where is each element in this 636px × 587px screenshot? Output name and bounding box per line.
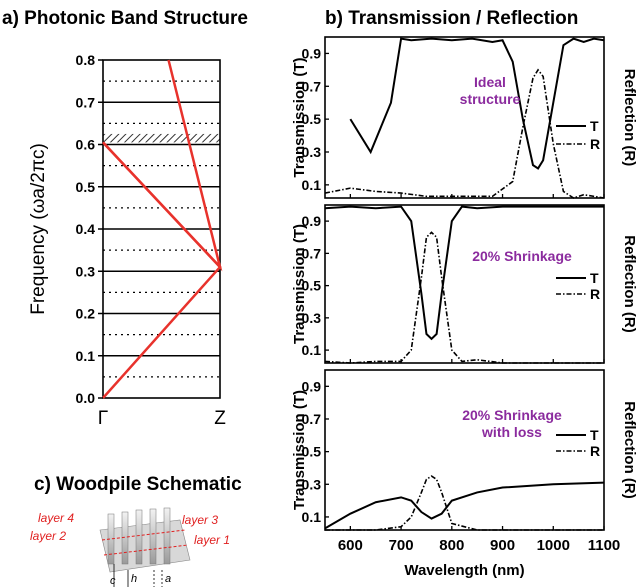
reflection-line bbox=[325, 475, 604, 531]
y-tick-label: 0.7 bbox=[302, 411, 322, 427]
reflection-axis-label: Reflection (R) bbox=[621, 401, 636, 499]
x-tick-label: 800 bbox=[439, 537, 464, 554]
x-tick-label: 900 bbox=[490, 537, 515, 554]
y-tick-label: 0.5 bbox=[302, 111, 322, 127]
panel-b-title: b) Transmission / Reflection bbox=[325, 8, 579, 29]
x-tick-label: 600 bbox=[338, 537, 363, 554]
legend-r-label: R bbox=[590, 136, 600, 152]
legend-r-label: R bbox=[590, 286, 600, 302]
x-tick-label: 1000 bbox=[537, 537, 570, 554]
x-tick-gamma: Γ bbox=[98, 408, 108, 429]
y-tick-label: 0.1 bbox=[302, 342, 322, 358]
x-tick-label: 1100 bbox=[588, 537, 621, 554]
band-line bbox=[102, 59, 223, 272]
panel-a-title: a) Photonic Band Structure bbox=[2, 8, 248, 29]
y-tick-label: 0.8 bbox=[76, 52, 96, 68]
transmission-panel-frame bbox=[324, 369, 605, 531]
legend-r-label: R bbox=[590, 443, 600, 459]
band-y-axis-label: Frequency (ωa/2πc) bbox=[28, 143, 49, 315]
reflection-axis-label: Reflection (R) bbox=[621, 69, 636, 167]
transmission-axis-label: Transmission (T) bbox=[291, 390, 308, 510]
layer-4-label: layer 4 bbox=[38, 511, 74, 525]
transmission-line bbox=[324, 481, 605, 530]
y-tick-label: 0.9 bbox=[302, 45, 322, 61]
panel-label: with loss bbox=[481, 424, 542, 440]
band-gap-region bbox=[103, 133, 220, 143]
y-tick-label: 0.5 bbox=[76, 179, 96, 195]
layer-3-label: layer 3 bbox=[182, 513, 218, 527]
y-tick-label: 0.1 bbox=[302, 509, 322, 525]
legend-t-label: T bbox=[590, 427, 599, 443]
y-tick-label: 0.1 bbox=[76, 348, 96, 364]
x-tick-z: Z bbox=[214, 408, 226, 429]
transmission-line bbox=[349, 37, 605, 170]
y-tick-label: 0.7 bbox=[76, 94, 96, 110]
transmission-line bbox=[324, 205, 604, 341]
x-tick-label: 700 bbox=[389, 537, 414, 554]
panel-label: 20% Shrinkage bbox=[462, 407, 562, 423]
a-label: a bbox=[165, 573, 171, 585]
reflection-axis-label: Reflection (R) bbox=[621, 235, 636, 333]
c-label: c bbox=[110, 575, 116, 587]
h-label: h bbox=[131, 573, 137, 585]
y-tick-label: 0.7 bbox=[302, 245, 322, 261]
transmission-axis-label: Transmission (T) bbox=[291, 224, 308, 344]
woodpile-image bbox=[99, 507, 191, 587]
y-tick-label: 0.3 bbox=[302, 476, 322, 492]
reflection-line bbox=[324, 68, 605, 199]
panel-label: Ideal bbox=[474, 74, 506, 90]
woodpile-schematic: layer 3 layer 4 layer 2 layer 1 c h a bbox=[30, 507, 230, 587]
layer-2-label: layer 2 bbox=[30, 529, 66, 543]
y-tick-label: 0.9 bbox=[302, 213, 322, 229]
y-tick-label: 0.3 bbox=[76, 263, 96, 279]
transmission-panel-frame bbox=[324, 204, 605, 364]
band-structure-chart: 0.0 0.1 0.2 0.3 0.4 0.5 0.6 0.7 0.8 Γ Z Frequency (… bbox=[28, 52, 226, 429]
y-tick-label: 0.5 bbox=[302, 278, 322, 294]
panel-c-title: c) Woodpile Schematic bbox=[34, 474, 242, 495]
y-tick-label: 0.3 bbox=[302, 310, 322, 326]
transmission-panel-frame bbox=[324, 36, 605, 199]
y-tick-label: 0.1 bbox=[302, 177, 322, 193]
y-tick-label: 0.7 bbox=[302, 78, 322, 94]
layer-1-label: layer 1 bbox=[194, 533, 230, 547]
legend-t-label: T bbox=[590, 270, 599, 286]
x-axis-label: Wavelength (nm) bbox=[404, 562, 524, 579]
y-tick-label: 0.5 bbox=[302, 444, 322, 460]
reflection-line bbox=[324, 231, 604, 364]
band-line bbox=[102, 141, 222, 399]
legend-t-label: T bbox=[590, 118, 599, 134]
y-tick-label: 0.4 bbox=[76, 221, 96, 237]
panel-label: structure bbox=[460, 91, 521, 107]
y-tick-label: 0.9 bbox=[302, 378, 322, 394]
y-tick-label: 0.0 bbox=[76, 390, 96, 406]
y-tick-label: 0.6 bbox=[76, 137, 96, 153]
y-tick-label: 0.3 bbox=[302, 144, 322, 160]
y-tick-label: 0.2 bbox=[76, 306, 96, 322]
panel-label: 20% Shrinkage bbox=[472, 248, 572, 264]
transmission-axis-label: Transmission (T) bbox=[291, 57, 308, 177]
